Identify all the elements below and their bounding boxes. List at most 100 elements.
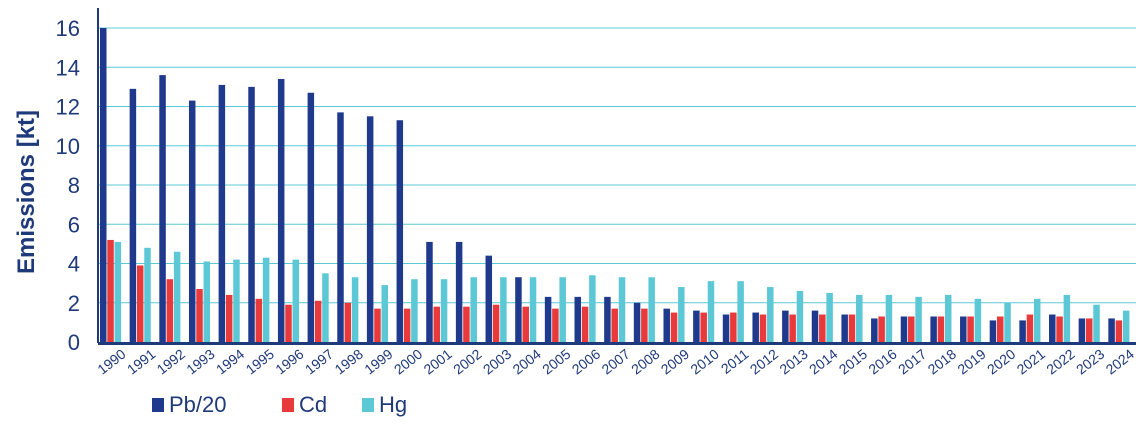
y-tick-10: 10 [56,134,80,159]
bar-Pb20-2004 [515,277,522,342]
x-tick-2008: 2008 [628,346,663,378]
bar-Cd-2022 [1056,316,1063,342]
bar-Hg-2019 [974,298,982,342]
bar-Hg-2002 [470,277,477,342]
bar-Cd-1997 [314,300,322,342]
bar-Cd-2007 [611,308,618,342]
bar-Pb20-2012 [752,312,759,342]
x-tick-2003: 2003 [480,346,515,378]
x-tick-2018: 2018 [925,346,960,378]
bar-Pb20-2005 [544,296,552,342]
bar-Cd-1994 [225,294,233,342]
bar-Cd-2015 [848,314,856,342]
x-tick-2021: 2021 [1014,346,1049,378]
bar-Cd-2006 [581,306,589,342]
bar-Hg-2018 [944,294,952,342]
bar-Cd-2001 [433,306,441,342]
bar-Hg-1998 [351,277,359,342]
bar-Pb20-2014 [811,310,819,342]
bar-Pb20-2023 [1078,318,1086,342]
x-tick-2024: 2024 [1103,346,1138,378]
bar-Pb20-2021 [1019,320,1026,342]
bar-Cd-1995 [255,298,263,342]
bar-Cd-1998 [344,302,352,342]
bar-Pb20-1999 [366,116,374,342]
x-tick-2020: 2020 [984,346,1019,378]
bar-Pb20-2024 [1108,318,1115,342]
x-tick-2016: 2016 [865,346,900,378]
bar-Hg-2020 [1004,302,1011,342]
x-tick-2013: 2013 [776,346,811,378]
bar-Pb20-1993 [188,100,196,342]
bar-Pb20-2018 [930,316,937,342]
bar-Pb20-1998 [337,112,344,342]
bar-Cd-2011 [730,312,737,342]
bar-Hg-2012 [767,287,774,342]
x-tick-2005: 2005 [539,346,574,378]
y-tick-12: 12 [56,95,80,120]
bar-Hg-2004 [529,277,537,342]
bar-Hg-1992 [173,251,181,342]
bar-Hg-2014 [826,292,833,342]
legend-swatch-Hg [362,398,374,412]
x-tick-2017: 2017 [895,346,930,378]
x-tick-1992: 1992 [154,346,189,378]
bar-Hg-2017 [915,296,922,342]
bar-Pb20-2006 [574,296,582,342]
x-tick-1998: 1998 [332,346,367,378]
bar-Pb20-2000 [396,120,404,342]
bar-Hg-2007 [618,277,626,342]
legend-label-Hg: Hg [379,392,407,417]
bar-Pb20-2013 [782,310,789,342]
bar-Cd-2017 [908,316,915,342]
bar-Cd-1992 [166,279,174,342]
bar-Cd-1996 [285,304,292,342]
y-tick-6: 6 [68,212,80,237]
x-tick-2023: 2023 [1073,346,1108,378]
bar-Hg-2001 [440,279,448,342]
bar-Hg-2021 [1033,298,1041,342]
bars-layer [99,28,1130,343]
bar-Pb20-2022 [1049,314,1056,342]
bar-Pb20-2016 [871,318,878,342]
bar-Pb20-2019 [960,316,967,342]
x-tick-1991: 1991 [124,346,159,378]
x-tick-2004: 2004 [509,346,544,378]
bar-Pb20-1996 [277,79,285,343]
grid-layer [98,27,1136,304]
bar-Cd-1993 [196,289,203,342]
bar-Cd-2002 [463,306,470,342]
bar-Hg-1990 [114,241,122,342]
bar-Cd-2024 [1115,320,1123,342]
x-tick-1993: 1993 [183,346,218,378]
axis-layer [97,8,1136,345]
bar-Cd-2009 [670,312,678,342]
x-tick-1990: 1990 [94,346,129,378]
x-tick-2022: 2022 [1043,346,1078,378]
x-tick-2002: 2002 [450,346,485,378]
bar-Cd-2014 [819,314,826,342]
bar-Pb20-1997 [307,92,315,342]
x-tick-1999: 1999 [361,346,396,378]
bar-Hg-2003 [500,277,507,342]
bar-Pb20-2010 [693,310,700,342]
bar-Hg-2016 [885,294,893,342]
bar-Pb20-1995 [248,86,255,342]
bar-Cd-2023 [1085,318,1093,342]
bar-Hg-2010 [707,281,715,342]
bar-Cd-2013 [789,314,796,342]
x-tick-2014: 2014 [806,346,841,378]
bar-Pb20-1994 [218,84,226,342]
legend-label-Pb20: Pb/20 [169,392,227,417]
bar-Cd-2020 [997,316,1004,342]
x-tick-2006: 2006 [569,346,604,378]
bar-Hg-1995 [262,257,270,342]
bar-Cd-2012 [759,314,767,342]
bar-Cd-2019 [967,316,974,342]
bar-Cd-1991 [136,265,144,342]
y-axis-label: Emissions [kt] [13,110,40,274]
bar-Hg-2006 [589,275,596,342]
legend-swatch-Pb20 [152,398,164,412]
bar-Pb20-1992 [159,75,166,342]
